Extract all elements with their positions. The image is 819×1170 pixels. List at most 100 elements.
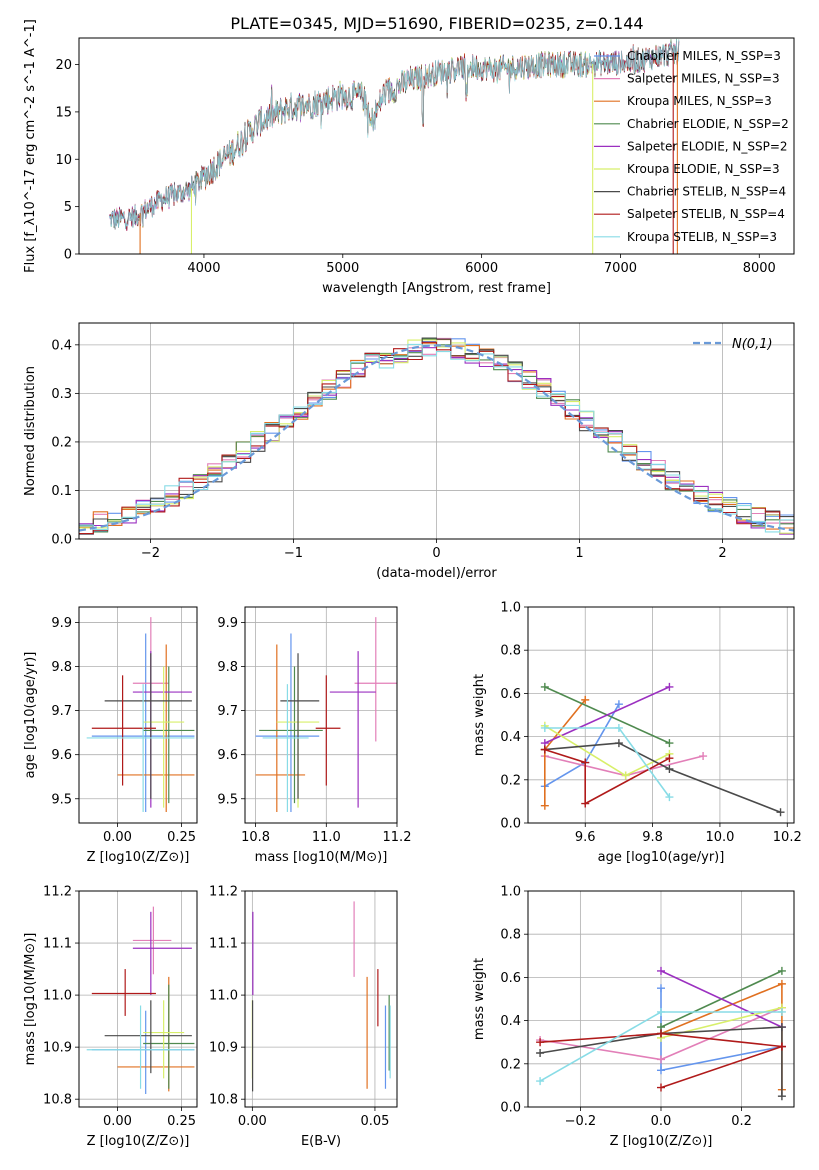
weight-marker — [777, 1007, 786, 1016]
y-tick-label: 9.9 — [217, 616, 238, 631]
age_vs_Z-axes: 0.00 0.25 9.5 9.6 9.7 9.8 9.9 Z [log10(Z/Z⊙)] ag… — [23, 607, 197, 865]
weight-marker — [540, 801, 549, 810]
x-tick-label: 0.00 — [103, 1114, 132, 1129]
legend-label: Kroupa MILES, N_SSP=3 — [627, 94, 772, 108]
y-tick-label: 0.4 — [500, 730, 521, 745]
y-tick-label: 15 — [55, 105, 72, 120]
weight-marker — [540, 682, 549, 691]
weight-marker — [614, 700, 623, 709]
y-tick-label: 9.5 — [51, 792, 72, 807]
y-tick-label: 9.6 — [51, 748, 72, 763]
residual-histogram — [79, 337, 794, 535]
x-tick-label: 0.0 — [651, 1114, 672, 1129]
y-tick-label: 11.1 — [209, 937, 238, 952]
x-tick-label: 7000 — [604, 261, 637, 276]
weight-marker — [536, 1038, 545, 1047]
mass_vs_ebv-axes: 0.00 0.05 10.8 10.9 11.0 11.1 11.2 E(B-V) — [209, 885, 397, 1149]
y-tick-label: 0.0 — [500, 817, 521, 832]
weight_vs_age-frame — [527, 606, 795, 824]
x-tick-label: 11.2 — [383, 830, 412, 845]
x-tick-label: 8000 — [743, 261, 776, 276]
weight-marker — [777, 1042, 786, 1051]
spectrum-series — [191, 51, 594, 204]
x-tick-label: −2 — [141, 546, 160, 561]
y-tick-label: 0.8 — [500, 928, 521, 943]
weight-marker — [777, 1023, 786, 1032]
legend-label: Chabrier ELODIE, N_SSP=2 — [627, 117, 789, 131]
spectrum-lines — [109, 38, 680, 254]
weight-marker — [621, 771, 630, 780]
x-axis-label: wavelength [Angstrom, rest frame] — [322, 281, 551, 296]
residual-hists — [79, 337, 794, 535]
spectrum-series — [109, 39, 680, 230]
weight-line — [544, 703, 620, 787]
weight_vs_age-axes: 9.6 9.8 10.0 10.2 0.0 0.2 0.4 0.6 0.8 1.0 age [log… — [472, 601, 802, 866]
weight_vs_Z-frame — [527, 890, 795, 1108]
x-tick-label: 0.05 — [360, 1114, 389, 1129]
x-tick-label: 1 — [575, 546, 583, 561]
weight-marker — [614, 723, 623, 732]
weight-line — [660, 988, 783, 1072]
weight-line — [544, 742, 781, 813]
y-tick-label: 9.7 — [217, 704, 238, 719]
x-axis-label: age [log10(age/yr)] — [598, 850, 725, 865]
y-tick-label: 11.0 — [43, 989, 72, 1004]
weight-marker — [777, 979, 786, 988]
y-tick-label: 0.3 — [51, 387, 72, 402]
spectrum-legend: Chabrier MILES, N_SSP=3 Salpeter MILES, N… — [594, 49, 789, 244]
mass_vs_Z-frame — [78, 890, 198, 1108]
x-tick-label: 0.00 — [103, 830, 132, 845]
age_vs_Z-frame — [78, 606, 198, 824]
x-axis-label: Z [log10(Z/Z⊙)] — [610, 1134, 713, 1149]
mass_vs_ebv-points — [251, 901, 391, 1092]
figure-title: PLATE=0345, MJD=51690, FIBERID=0235, z=0… — [230, 14, 643, 33]
x-axis-label: Z [log10(Z/Z⊙)] — [87, 850, 190, 865]
x-tick-label: 4000 — [187, 261, 220, 276]
legend-label: N(0,1) — [732, 337, 773, 352]
weight-marker — [657, 966, 665, 975]
weight-marker — [657, 1066, 665, 1075]
y-tick-label: 20 — [55, 58, 72, 73]
weight-marker — [614, 739, 623, 748]
weight-marker — [665, 754, 674, 763]
y-tick-label: 10.8 — [209, 1093, 238, 1108]
y-tick-label: 0.1 — [51, 484, 72, 499]
weight-line — [544, 699, 586, 806]
weight-marker — [657, 1029, 665, 1038]
y-tick-label: 10.9 — [209, 1041, 238, 1056]
y-axis-label: mass weight — [472, 674, 487, 756]
weight_vs_Z-series — [536, 966, 786, 1101]
x-tick-label: 0.2 — [731, 1114, 752, 1129]
weight-marker — [536, 1077, 545, 1086]
y-tick-label: 0.2 — [500, 1057, 521, 1072]
x-tick-label: 10.8 — [241, 830, 270, 845]
x-tick-label: 11.0 — [312, 830, 341, 845]
x-tick-label: 10.0 — [705, 830, 734, 845]
y-tick-label: 0.6 — [500, 971, 521, 986]
y-tick-label: 11.0 — [209, 989, 238, 1004]
mass_vs_Z-axes: 0.00 0.25 10.8 10.9 11.0 11.1 11.2 Z [log10(Z/Z… — [23, 885, 197, 1149]
y-axis-label: mass [log10(M/M⊙)] — [23, 933, 38, 1066]
y-tick-label: 10 — [55, 153, 72, 168]
x-tick-label: 6000 — [465, 261, 498, 276]
y-tick-label: 0.0 — [51, 533, 72, 548]
y-tick-label: 0.4 — [500, 1014, 521, 1029]
normal-curve — [79, 344, 794, 532]
spectrum-series — [109, 40, 680, 231]
x-tick-label: 9.8 — [642, 830, 663, 845]
weight-marker — [540, 745, 549, 754]
spectrum-frame — [78, 37, 795, 255]
weight-marker — [540, 723, 549, 732]
x-tick-label: 0.25 — [167, 830, 196, 845]
weight-marker — [657, 984, 665, 993]
residuals-frame — [78, 322, 795, 540]
age_vs_mass-axes: 10.8 11.0 11.2 9.5 9.6 9.7 9.8 9.9 mass [log10(M… — [217, 607, 411, 865]
y-axis-label: Flux [f_λ10^-17 erg cm^-2 s^-1 A^-1] — [23, 19, 38, 273]
y-axis-label: Normed distribution — [23, 366, 38, 496]
x-axis-label: E(B-V) — [301, 1134, 341, 1149]
y-tick-label: 9.8 — [217, 660, 238, 675]
legend-label: Kroupa ELODIE, N_SSP=3 — [627, 162, 780, 176]
y-tick-label: 9.6 — [217, 748, 238, 763]
y-tick-label: 9.7 — [51, 704, 72, 719]
y-tick-label: 9.9 — [51, 616, 72, 631]
